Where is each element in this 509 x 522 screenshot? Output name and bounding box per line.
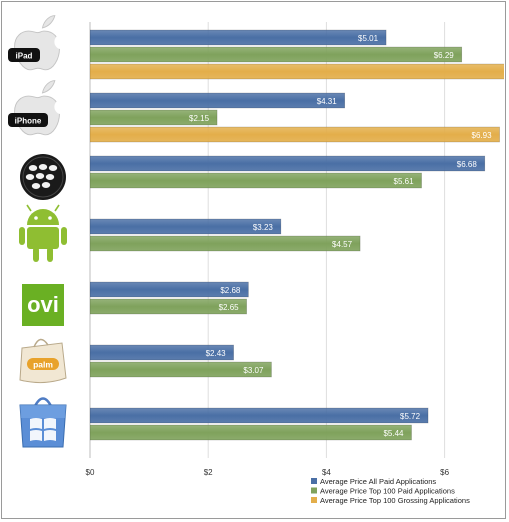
- bar: [90, 281, 249, 298]
- data-label: $6.93: [472, 131, 493, 140]
- apple-icon: iPad: [8, 15, 70, 71]
- x-tick-label: $0: [86, 468, 95, 477]
- x-tick-label: $4: [322, 468, 331, 477]
- palm-icon: palm: [19, 338, 67, 384]
- bars-group: $5.01 $6.29 $4.31 $2.15 $6.93 $6.68 $5.61 $3.23…: [90, 29, 504, 441]
- data-label: $4.31: [317, 97, 338, 106]
- apple-icon: iPhone: [8, 80, 70, 136]
- android-icon: [19, 204, 67, 262]
- bar: [90, 361, 272, 378]
- logo-label: iPhone: [15, 117, 42, 126]
- bar: [90, 29, 387, 46]
- bar: [90, 126, 500, 143]
- data-label: $5.72: [400, 412, 421, 421]
- bar: [90, 155, 486, 172]
- data-label: $5.61: [394, 177, 415, 186]
- bar: [90, 172, 422, 189]
- bar: [90, 92, 346, 109]
- data-label: $6.68: [457, 160, 478, 169]
- legend-swatch: [311, 487, 317, 494]
- bar: [90, 344, 234, 361]
- bar: [90, 235, 361, 252]
- data-label: $2.15: [189, 114, 210, 123]
- data-label: $2.43: [206, 349, 227, 358]
- data-label: $5.01: [358, 34, 379, 43]
- legend-label: Average Price All Paid Applications: [320, 477, 436, 486]
- legend-swatch: [311, 478, 317, 484]
- legend-swatch: [311, 497, 317, 503]
- bar: [90, 109, 218, 126]
- data-label: $2.68: [220, 286, 241, 295]
- bar: [90, 46, 463, 63]
- bar: [90, 424, 412, 441]
- data-label: $5.44: [383, 429, 404, 438]
- bar: [90, 407, 429, 424]
- bar: [90, 63, 504, 80]
- logo-label: ovi: [27, 292, 59, 317]
- data-label: $4.57: [332, 240, 353, 249]
- bar: [90, 218, 282, 235]
- data-label: $2.65: [219, 303, 240, 312]
- legend-label: Average Price Top 100 Grossing Applicati…: [320, 496, 470, 505]
- ovi-icon: ovi: [22, 284, 64, 326]
- windows-marketplace-icon: [19, 397, 67, 448]
- data-label: $3.23: [253, 223, 274, 232]
- logo-label: iPad: [16, 52, 33, 61]
- x-tick-label: $2: [204, 468, 213, 477]
- logo-label: palm: [33, 360, 53, 370]
- legend: Average Price All Paid ApplicationsAvera…: [311, 477, 470, 505]
- bar: [90, 298, 247, 315]
- x-tick-label: $6: [440, 468, 449, 477]
- blackberry-icon: [20, 154, 66, 200]
- data-label: $3.07: [243, 366, 264, 375]
- data-label: $6.29: [434, 51, 455, 60]
- legend-label: Average Price Top 100 Paid Applications: [320, 487, 455, 496]
